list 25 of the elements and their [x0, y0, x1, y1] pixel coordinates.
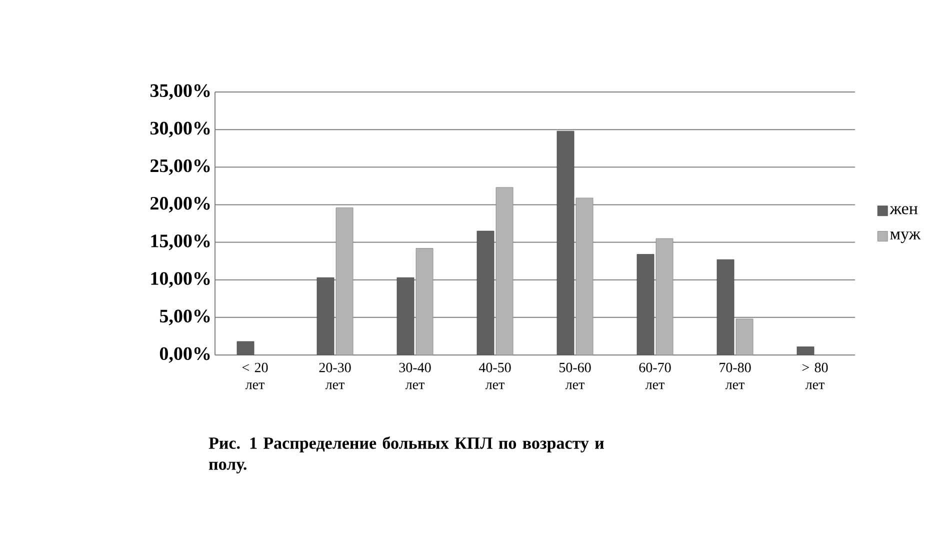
- bar: [716, 259, 734, 355]
- y-tick-label: 15,00%: [151, 234, 210, 250]
- x-tick-label: 20-30 лет: [319, 362, 351, 390]
- bar: [636, 254, 654, 355]
- text: Рис. 1 Распределение больных КПЛ по возрасту и полу.: [208, 436, 604, 474]
- bar: [316, 277, 334, 355]
- y-tick-label: 25,00%: [150, 159, 210, 175]
- y-tick-label: 20,00%: [150, 196, 210, 212]
- x-tick-label: < 20 лет: [242, 362, 268, 390]
- bar: [476, 230, 494, 355]
- x-tick-label: 50-60 лет: [559, 362, 591, 390]
- x-tick-label: 70-80 лет: [720, 362, 751, 390]
- x-tick-label: 40-50 лет: [478, 362, 511, 390]
- y-tick-label: 35,00%: [150, 84, 210, 100]
- x-tick-label: 60-70 лет: [639, 362, 671, 390]
- x-tick-label: > 80 лет: [802, 362, 828, 390]
- x-tick-label: 30-40 лет: [399, 362, 431, 390]
- bar: [556, 130, 574, 355]
- y-tick-label: 5,00%: [160, 310, 210, 326]
- y-tick-label: 0,00%: [160, 347, 210, 363]
- bar: [396, 277, 414, 355]
- legend-label: муж: [890, 232, 921, 244]
- y-tick-label: 10,00%: [151, 272, 210, 288]
- legend-label: жен: [890, 206, 918, 214]
- y-tick-label: 30,00%: [150, 122, 210, 138]
